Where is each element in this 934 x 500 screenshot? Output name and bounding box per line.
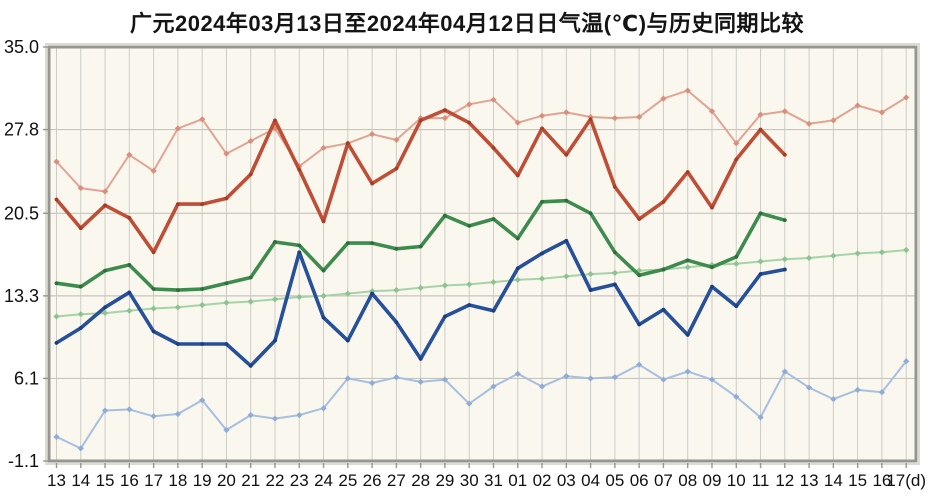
x-axis-label: 28 bbox=[411, 471, 430, 490]
y-axis-label: 13.3 bbox=[4, 286, 39, 306]
series-historical-high-markers bbox=[53, 87, 910, 195]
x-axis-label: 08 bbox=[678, 471, 697, 490]
x-axis-label: 16 bbox=[872, 471, 891, 490]
y-axis-label: 27.8 bbox=[4, 120, 39, 140]
horizontal-gridlines bbox=[49, 128, 916, 380]
x-axis-label: 19 bbox=[193, 471, 212, 490]
x-axis-label: 30 bbox=[460, 471, 479, 490]
x-axis-label: 17(d) bbox=[886, 471, 926, 490]
x-axis-label: 27 bbox=[387, 471, 406, 490]
series-historical-mean-line bbox=[55, 249, 908, 318]
x-axis-label: 13 bbox=[800, 471, 819, 490]
series-actual-mean-markers bbox=[54, 198, 787, 293]
x-axis-label: 15 bbox=[96, 471, 115, 490]
x-axis-label: 10 bbox=[727, 471, 746, 490]
x-axis-label: 14 bbox=[824, 471, 843, 490]
x-axis-label: 11 bbox=[752, 471, 770, 490]
x-axis-ticks bbox=[55, 463, 907, 468]
series-historical-high-line bbox=[55, 89, 908, 193]
series-historical-low-markers bbox=[53, 358, 910, 452]
x-axis-label: 14 bbox=[71, 471, 90, 490]
x-axis-label: 17 bbox=[144, 471, 163, 490]
x-axis-label: 04 bbox=[581, 471, 600, 490]
plot-border bbox=[47, 45, 918, 463]
x-axis-label: 06 bbox=[630, 471, 649, 490]
y-axis-label: -1.1 bbox=[8, 451, 39, 471]
plot-outer-border bbox=[45, 43, 920, 465]
x-axis-label: 05 bbox=[605, 471, 624, 490]
x-axis-label: 23 bbox=[290, 471, 309, 490]
y-axis-label: 20.5 bbox=[4, 203, 39, 223]
y-axis-label: 35.0 bbox=[4, 37, 39, 57]
plot-background bbox=[49, 47, 916, 461]
x-axis-label: 29 bbox=[435, 471, 454, 490]
series-historical-mean-markers bbox=[53, 246, 910, 320]
x-axis-label: 02 bbox=[533, 471, 552, 490]
x-axis-label: 22 bbox=[266, 471, 285, 490]
x-axis-label: 15 bbox=[848, 471, 867, 490]
x-axis-label: 25 bbox=[338, 471, 357, 490]
y-axis-label: 6.1 bbox=[14, 368, 39, 388]
x-axis-label: 09 bbox=[703, 471, 722, 490]
x-axis-label: 20 bbox=[217, 471, 236, 490]
x-axis-label: 16 bbox=[120, 471, 139, 490]
x-axis-label: 03 bbox=[557, 471, 576, 490]
x-axis-labels: 13 14 15 16 17 18 19 20 21 22 23 24 25 26 27 28 29 30 31 01… bbox=[47, 471, 926, 490]
y-axis-labels: 35.0 27.8 20.5 13.3 6.1 -1.1 bbox=[4, 37, 49, 471]
x-axis-label: 07 bbox=[654, 471, 673, 490]
x-axis-label: 26 bbox=[363, 471, 382, 490]
chart-title: 广元2024年03月13日至2024年04月12日日气温(℃)与历史同期比较 bbox=[129, 11, 805, 36]
x-axis-label: 24 bbox=[314, 471, 333, 490]
series-actual-high-markers bbox=[54, 108, 787, 255]
series-historical-low-line bbox=[55, 360, 908, 450]
x-axis-label: 31 bbox=[484, 471, 503, 490]
x-axis-label: 21 bbox=[241, 471, 260, 490]
x-axis-label: 18 bbox=[168, 471, 187, 490]
x-axis-label: 12 bbox=[775, 471, 794, 490]
series-actual-low-markers bbox=[54, 238, 787, 368]
x-axis-label: 01 bbox=[508, 471, 527, 490]
x-axis-label: 13 bbox=[47, 471, 66, 490]
